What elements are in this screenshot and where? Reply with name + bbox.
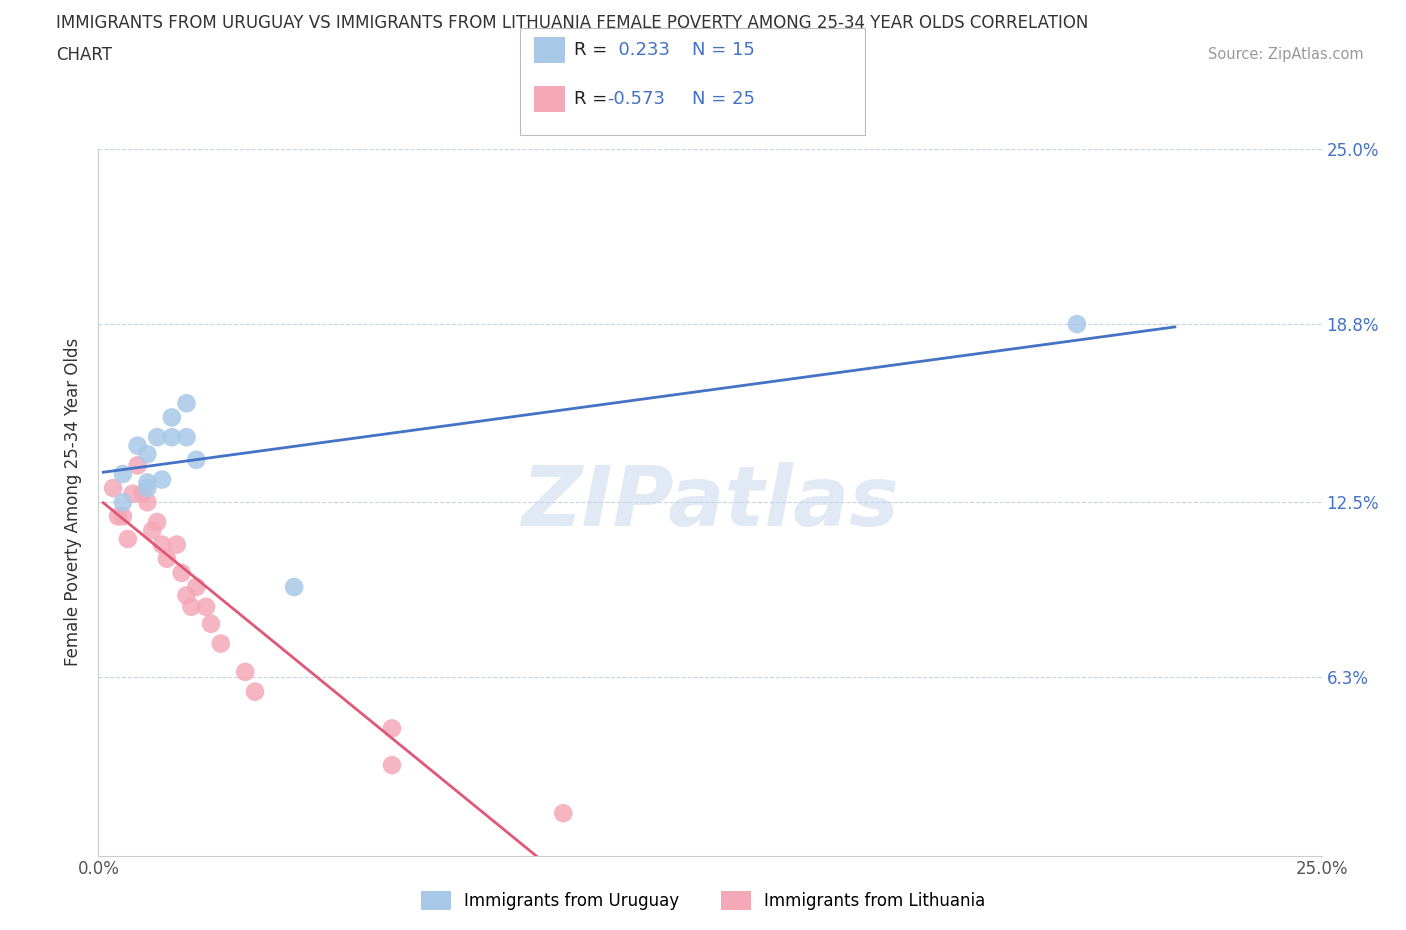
Text: N = 15: N = 15 [692, 41, 755, 60]
Point [111, 509, 134, 524]
Point [200, 617, 222, 631]
Point [186, 579, 208, 594]
Point [101, 481, 124, 496]
Point [131, 486, 153, 501]
Text: ZIPatlas: ZIPatlas [522, 461, 898, 543]
Y-axis label: Female Poverty Among 25-34 Year Olds: Female Poverty Among 25-34 Year Olds [65, 339, 83, 666]
Text: 0.233: 0.233 [607, 41, 671, 60]
Point [107, 509, 129, 524]
Point [176, 396, 198, 411]
Point [141, 523, 163, 538]
Point [150, 472, 173, 487]
Point [136, 446, 159, 461]
Point [111, 467, 134, 482]
Point [136, 475, 159, 490]
Point [166, 538, 188, 552]
Point [170, 565, 193, 580]
Point [127, 438, 149, 453]
Point [176, 588, 198, 603]
Legend: Immigrants from Uruguay, Immigrants from Lithuania: Immigrants from Uruguay, Immigrants from… [413, 884, 993, 917]
Point [553, 805, 575, 820]
Point [111, 495, 134, 510]
Point [156, 551, 179, 566]
Text: IMMIGRANTS FROM URUGUAY VS IMMIGRANTS FROM LITHUANIA FEMALE POVERTY AMONG 25-34 : IMMIGRANTS FROM URUGUAY VS IMMIGRANTS FR… [56, 14, 1088, 32]
Text: -0.573: -0.573 [607, 90, 665, 108]
Point [150, 538, 173, 552]
Point [186, 452, 208, 467]
Text: R =: R = [574, 90, 607, 108]
Text: Source: ZipAtlas.com: Source: ZipAtlas.com [1208, 46, 1364, 61]
Point [146, 430, 169, 445]
Point [146, 514, 169, 529]
Point [117, 532, 139, 547]
Point [209, 636, 232, 651]
Point [381, 758, 404, 773]
Text: N = 25: N = 25 [692, 90, 755, 108]
Point [160, 430, 183, 445]
Point [243, 684, 266, 699]
Point [233, 664, 256, 679]
Text: CHART: CHART [56, 46, 112, 64]
Point [176, 430, 198, 445]
Point [121, 486, 143, 501]
Point [180, 599, 202, 614]
Point [160, 410, 183, 425]
Point [283, 579, 305, 594]
Point [381, 721, 404, 736]
Point [1066, 316, 1088, 331]
Text: R =: R = [574, 41, 607, 60]
Point [195, 599, 218, 614]
Point [136, 495, 159, 510]
Point [136, 481, 159, 496]
Point [127, 458, 149, 472]
